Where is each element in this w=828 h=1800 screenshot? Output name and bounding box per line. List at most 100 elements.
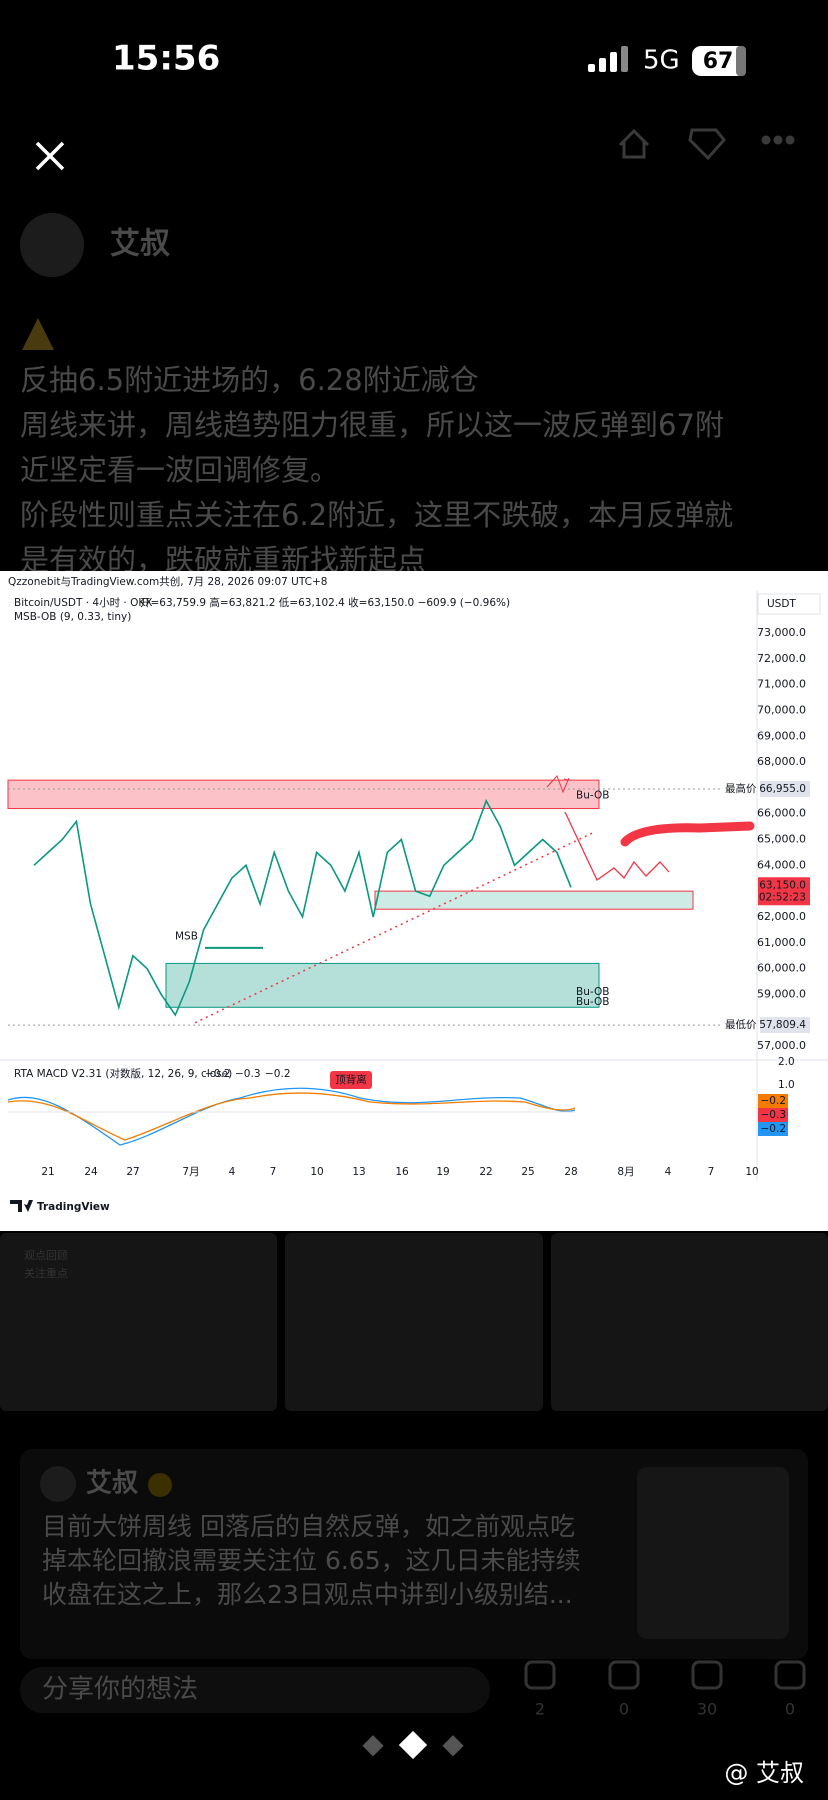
thumbnail[interactable]: [551, 1233, 828, 1411]
low-value-tag: [760, 1017, 810, 1034]
low-label: 最低价: [725, 1018, 757, 1031]
watermark: @ 艾叔: [724, 1759, 804, 1787]
battery-empty: [736, 46, 746, 76]
action-count: 30: [697, 1700, 717, 1719]
high-value: 66,955.0: [759, 783, 806, 795]
comment-placeholder[interactable]: 分享你的想法: [42, 1675, 198, 1705]
quoted-text: 收盘在这之上，那么23日观点中讲到小级别结...: [42, 1580, 573, 1609]
action-icon[interactable]: [524, 1660, 556, 1690]
author[interactable]: 艾叔: [110, 227, 170, 262]
action-count: 2: [535, 1700, 545, 1719]
tv-logo: [10, 1200, 33, 1212]
countdown: 02:52:23: [759, 891, 806, 903]
macd-line: [7, 1087, 576, 1146]
y-tick-label: 64,000.0: [757, 858, 806, 871]
thumbnail[interactable]: [0, 1233, 277, 1411]
msb-label: MSB: [175, 930, 198, 942]
divergence-tag: [330, 1071, 372, 1089]
currency-box: [757, 593, 821, 615]
x-tick-label: 10: [745, 1166, 758, 1178]
x-tick-label: 10: [310, 1166, 323, 1178]
x-tick-label: 16: [395, 1166, 409, 1178]
battery-level: 67: [703, 49, 734, 74]
thumbnail[interactable]: [285, 1233, 543, 1411]
post-text: 近坚定看一波回调修复。: [20, 453, 339, 487]
y-tick-label: 71,000.0: [757, 678, 806, 691]
macd-axis-label: 1.0: [778, 1079, 795, 1091]
action-icon[interactable]: [774, 1660, 806, 1690]
y-tick-label: 60,000.0: [757, 962, 806, 975]
macd-tag-label: −0.2: [761, 1123, 787, 1135]
macd-tag: [758, 1094, 788, 1108]
low-value: 57,809.4: [759, 1019, 806, 1031]
high-value-tag: [760, 781, 810, 798]
y-tick-label: 73,000.0: [757, 626, 806, 639]
x-tick-label: 4: [665, 1166, 672, 1178]
verified-badge: [148, 1473, 172, 1497]
x-tick-label: 8月: [617, 1166, 634, 1178]
x-tick-label: 24: [84, 1166, 98, 1178]
clock: 15:56: [112, 39, 220, 79]
network: 5G: [643, 46, 680, 76]
macd-tag-label: −0.3: [761, 1109, 787, 1121]
y-tick-label: 57,000.0: [757, 1039, 806, 1052]
divergence-label: 顶背离: [335, 1073, 367, 1086]
signal-icon: [588, 46, 628, 72]
quoted-text: 掉本轮回撤浪需要关注位 6.65，这几日未能持续: [42, 1546, 581, 1575]
post-text: 周线来讲，周线趋势阻力很重，所以这一波反弹到67附: [20, 408, 724, 442]
x-tick-label: 19: [436, 1166, 449, 1178]
action-icon[interactable]: [691, 1660, 723, 1690]
x-tick-label: 28: [564, 1166, 577, 1178]
x-tick-label: 27: [126, 1166, 139, 1178]
x-tick-label: 21: [41, 1166, 54, 1178]
warning-icon: [22, 318, 54, 350]
macd-title: RTA MACD V2.31 (对数版, 12, 26, 9, close): [14, 1067, 232, 1080]
projection: [564, 811, 670, 881]
trend-line: [194, 831, 596, 1024]
chart-image: [0, 571, 828, 1231]
nav-icons[interactable]: [618, 128, 795, 161]
y-tick-label: 65,000.0: [757, 833, 806, 846]
page-indicator: [362, 1730, 464, 1760]
x-tick-label: 25: [521, 1166, 534, 1178]
quoted-post[interactable]: [20, 1449, 808, 1659]
avatar[interactable]: [20, 213, 84, 277]
comment-input[interactable]: [20, 1667, 490, 1713]
indicator-name: MSB-OB (9, 0.33, tiny): [14, 611, 131, 623]
order-block-zone: [7, 779, 600, 810]
action-count: 0: [619, 1700, 629, 1719]
action-count: 0: [785, 1700, 795, 1719]
x-tick-label: 13: [352, 1166, 365, 1178]
quoted-thumb: [637, 1467, 789, 1639]
ob-label: Bu-OB: [576, 790, 609, 802]
quoted-text: 目前大饼周线 回落后的自然反弹，如之前观点吃: [42, 1512, 575, 1541]
currency: USDT: [767, 598, 796, 610]
action-icon[interactable]: [608, 1660, 640, 1690]
y-tick-label: 59,000.0: [757, 987, 806, 1000]
thumb-caption: 观点回顾: [24, 1249, 68, 1262]
author: 艾叔: [86, 1469, 139, 1499]
x-tick-label: 7: [708, 1166, 715, 1178]
macd-value: −0.2: [205, 1068, 231, 1080]
battery: [692, 46, 746, 76]
x-tick-label: 7: [270, 1166, 277, 1178]
avatar: [40, 1466, 76, 1502]
y-tick-label: 69,000.0: [757, 729, 806, 742]
symbol: Bitcoin/USDT · 4小时 · OKX: [14, 597, 152, 609]
price-line: [33, 798, 572, 1017]
high-label: 最高价: [725, 782, 757, 795]
y-tick-label: 61,000.0: [757, 936, 806, 949]
macd-tag: [758, 1108, 788, 1122]
post-text: 阶段性则重点关注在6.2附近，这里不跌破，本月反弹就: [20, 498, 733, 532]
close-button[interactable]: [35, 141, 65, 171]
last-price-tag: [758, 877, 810, 906]
macd-value: −0.3: [235, 1068, 261, 1080]
macd-value: −0.2: [265, 1068, 291, 1080]
y-tick-label: 62,000.0: [757, 910, 806, 923]
x-tick-label: 7月: [182, 1166, 199, 1178]
ob-label: Bu-OB: [576, 996, 609, 1008]
macd-tag-label: −0.2: [761, 1095, 787, 1107]
order-block-zone: [165, 962, 600, 1008]
x-tick-label: 22: [479, 1166, 492, 1178]
